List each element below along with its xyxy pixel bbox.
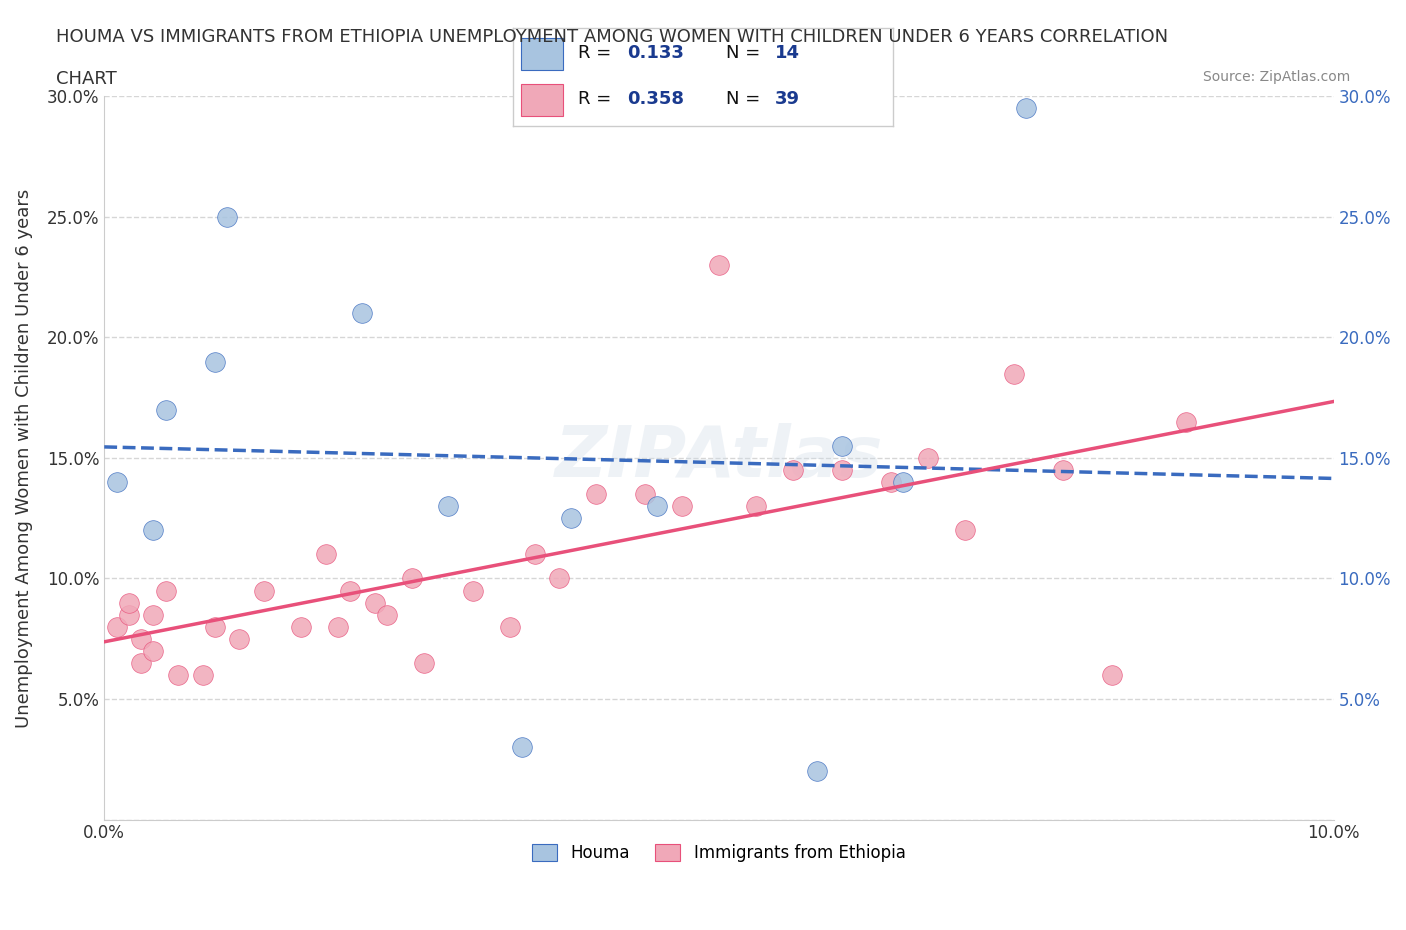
Point [412, 656, 434, 671]
Text: N =: N = [725, 90, 766, 108]
Point [880, 474, 903, 489]
Point [647, 498, 669, 513]
Point [204, 619, 226, 634]
Point [523, 547, 546, 562]
Text: 39: 39 [775, 90, 800, 108]
Point [707, 258, 730, 272]
Point [745, 498, 768, 513]
Text: N =: N = [725, 45, 766, 62]
Point [142, 644, 165, 658]
FancyBboxPatch shape [520, 84, 562, 116]
Point [891, 474, 914, 489]
Point [204, 354, 226, 369]
FancyBboxPatch shape [520, 37, 562, 70]
Point [1002, 366, 1025, 381]
Point [510, 739, 533, 754]
Point [806, 764, 828, 778]
Point [105, 474, 128, 489]
Legend: Houma, Immigrants from Ethiopia: Houma, Immigrants from Ethiopia [526, 838, 912, 869]
Point [228, 631, 250, 646]
Point [364, 595, 387, 610]
Point [253, 583, 276, 598]
Point [953, 523, 976, 538]
Point [585, 486, 607, 501]
Point [375, 607, 398, 622]
Point [499, 619, 522, 634]
Point [191, 668, 214, 683]
Point [339, 583, 361, 598]
Point [1101, 668, 1123, 683]
Point [290, 619, 312, 634]
Point [634, 486, 657, 501]
Point [217, 209, 239, 224]
Point [129, 631, 152, 646]
Point [118, 595, 141, 610]
Text: R =: R = [578, 90, 617, 108]
Point [1175, 415, 1198, 430]
Point [167, 668, 190, 683]
Point [917, 450, 939, 465]
Point [155, 403, 177, 418]
Point [831, 462, 853, 477]
Point [315, 547, 337, 562]
Point [352, 306, 374, 321]
Text: R =: R = [578, 45, 617, 62]
Point [782, 462, 804, 477]
Point [105, 619, 128, 634]
Point [129, 656, 152, 671]
Text: HOUMA VS IMMIGRANTS FROM ETHIOPIA UNEMPLOYMENT AMONG WOMEN WITH CHILDREN UNDER 6: HOUMA VS IMMIGRANTS FROM ETHIOPIA UNEMPL… [56, 28, 1168, 46]
Point [142, 607, 165, 622]
Point [831, 438, 853, 453]
Point [461, 583, 484, 598]
Text: 0.358: 0.358 [627, 90, 685, 108]
Text: 14: 14 [775, 45, 800, 62]
Point [1052, 462, 1074, 477]
Text: 0.133: 0.133 [627, 45, 683, 62]
Point [1015, 101, 1038, 116]
Point [142, 523, 165, 538]
Point [401, 571, 423, 586]
Text: ZIPAtlas: ZIPAtlas [555, 423, 883, 493]
Y-axis label: Unemployment Among Women with Children Under 6 years: Unemployment Among Women with Children U… [15, 189, 32, 727]
Point [118, 607, 141, 622]
Point [671, 498, 693, 513]
Text: CHART: CHART [56, 70, 117, 87]
Point [155, 583, 177, 598]
Point [548, 571, 571, 586]
Point [326, 619, 349, 634]
Point [437, 498, 460, 513]
Text: Source: ZipAtlas.com: Source: ZipAtlas.com [1202, 70, 1350, 84]
Point [560, 511, 582, 525]
